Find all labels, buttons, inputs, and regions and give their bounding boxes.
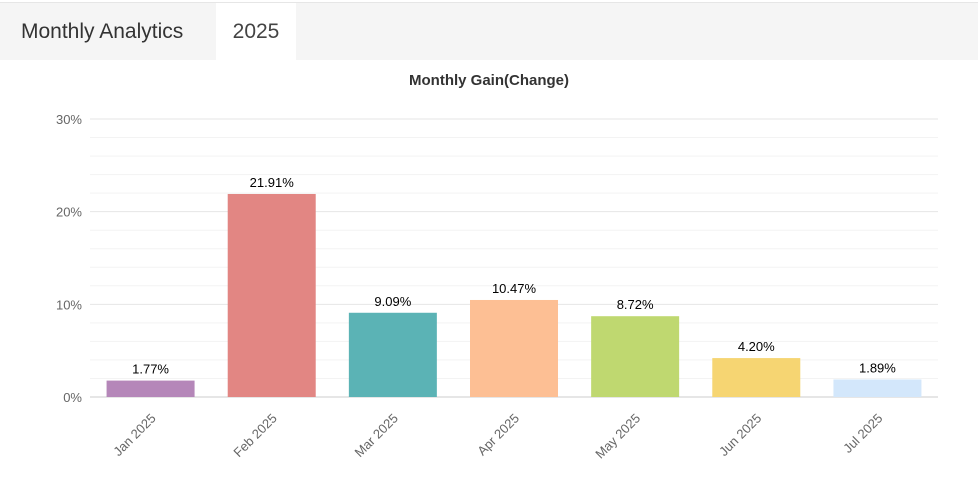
bar — [591, 316, 680, 397]
bar — [348, 312, 437, 397]
tab-monthly-analytics[interactable]: Monthly Analytics — [21, 20, 184, 43]
x-tick-label: Apr 2025 — [474, 411, 522, 459]
x-tick-label: Jun 2025 — [716, 411, 764, 459]
y-tick-label: 10% — [56, 297, 82, 312]
data-label: 21.91% — [250, 175, 295, 190]
data-label: 4.20% — [738, 339, 775, 354]
data-label: 1.77% — [132, 362, 169, 377]
bar — [227, 193, 316, 397]
bar — [470, 299, 558, 397]
x-tick-label: Jul 2025 — [840, 411, 885, 456]
x-tick-label: May 2025 — [592, 411, 643, 462]
x-tick-label: Feb 2025 — [230, 411, 279, 460]
y-tick-label: 20% — [56, 205, 82, 220]
chart-title: Monthly Gain(Change) — [409, 72, 569, 89]
bar — [712, 358, 801, 397]
data-label: 1.89% — [859, 360, 896, 375]
tab-year-2025[interactable]: 2025 — [216, 3, 296, 61]
data-label: 9.09% — [374, 294, 411, 309]
x-tick-label: Jan 2025 — [110, 411, 158, 459]
data-label: 10.47% — [492, 281, 537, 296]
analytics-header: Monthly Analytics 2025 — [0, 2, 978, 61]
bar — [106, 380, 195, 397]
data-label: 8.72% — [617, 297, 654, 312]
y-tick-label: 30% — [56, 112, 82, 127]
x-tick-label: Mar 2025 — [352, 411, 401, 460]
bar — [833, 379, 922, 397]
y-tick-label: 0% — [63, 390, 82, 405]
